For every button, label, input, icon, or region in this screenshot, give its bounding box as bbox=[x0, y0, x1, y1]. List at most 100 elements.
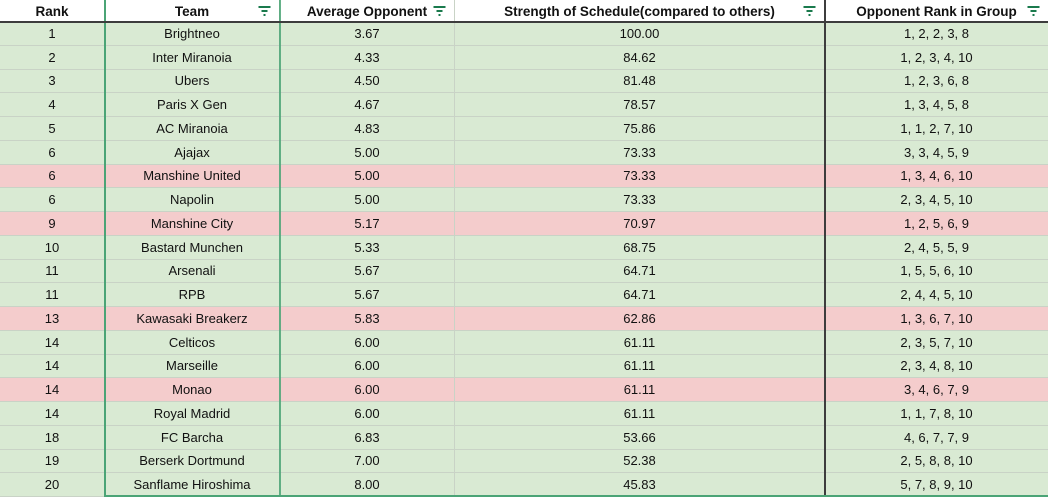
filter-icon[interactable] bbox=[257, 5, 272, 17]
cell-rank[interactable]: 4 bbox=[0, 93, 105, 117]
cell-sos[interactable]: 73.33 bbox=[455, 164, 825, 189]
cell-avg-opponent[interactable]: 4.50 bbox=[280, 69, 455, 94]
cell-opp-ranks[interactable]: 1, 3, 4, 5, 8 bbox=[825, 93, 1048, 117]
cell-avg-opponent[interactable]: 6.83 bbox=[280, 425, 455, 450]
cell-team[interactable]: Arsenali bbox=[105, 259, 280, 284]
cell-team[interactable]: Ajajax bbox=[105, 140, 280, 165]
cell-rank[interactable]: 6 bbox=[0, 188, 105, 212]
cell-sos[interactable]: 75.86 bbox=[455, 117, 825, 141]
cell-avg-opponent[interactable]: 5.00 bbox=[280, 188, 455, 212]
cell-rank[interactable]: 18 bbox=[0, 425, 105, 450]
cell-sos[interactable]: 100.00 bbox=[455, 22, 825, 46]
cell-sos[interactable]: 45.83 bbox=[455, 473, 825, 497]
cell-avg-opponent[interactable]: 4.83 bbox=[280, 117, 455, 141]
cell-opp-ranks[interactable]: 2, 3, 5, 7, 10 bbox=[825, 330, 1048, 355]
cell-sos[interactable]: 62.86 bbox=[455, 307, 825, 331]
filter-icon[interactable] bbox=[432, 5, 447, 17]
cell-team[interactable]: Celticos bbox=[105, 330, 280, 355]
cell-sos[interactable]: 81.48 bbox=[455, 69, 825, 94]
cell-avg-opponent[interactable]: 5.67 bbox=[280, 259, 455, 284]
filter-icon[interactable] bbox=[802, 5, 817, 17]
cell-rank[interactable]: 9 bbox=[0, 212, 105, 236]
cell-rank[interactable]: 11 bbox=[0, 283, 105, 307]
cell-opp-ranks[interactable]: 2, 3, 4, 8, 10 bbox=[825, 354, 1048, 379]
cell-sos[interactable]: 68.75 bbox=[455, 235, 825, 260]
cell-avg-opponent[interactable]: 7.00 bbox=[280, 449, 455, 474]
cell-rank[interactable]: 20 bbox=[0, 473, 105, 497]
cell-sos[interactable]: 84.62 bbox=[455, 45, 825, 70]
cell-rank[interactable]: 19 bbox=[0, 449, 105, 474]
cell-opp-ranks[interactable]: 2, 3, 4, 5, 10 bbox=[825, 188, 1048, 212]
cell-opp-ranks[interactable]: 1, 2, 3, 6, 8 bbox=[825, 69, 1048, 94]
cell-team[interactable]: Royal Madrid bbox=[105, 402, 280, 426]
header-cell-rank[interactable]: Rank bbox=[0, 0, 105, 22]
cell-opp-ranks[interactable]: 5, 7, 8, 9, 10 bbox=[825, 473, 1048, 497]
cell-opp-ranks[interactable]: 1, 2, 3, 4, 10 bbox=[825, 45, 1048, 70]
cell-opp-ranks[interactable]: 1, 2, 5, 6, 9 bbox=[825, 212, 1048, 236]
cell-avg-opponent[interactable]: 4.67 bbox=[280, 93, 455, 117]
cell-rank[interactable]: 6 bbox=[0, 164, 105, 189]
cell-team[interactable]: Marseille bbox=[105, 354, 280, 379]
cell-rank[interactable]: 14 bbox=[0, 354, 105, 379]
cell-opp-ranks[interactable]: 3, 4, 6, 7, 9 bbox=[825, 378, 1048, 402]
cell-avg-opponent[interactable]: 6.00 bbox=[280, 378, 455, 402]
cell-team[interactable]: Kawasaki Breakerz bbox=[105, 307, 280, 331]
cell-team[interactable]: AC Miranoia bbox=[105, 117, 280, 141]
cell-team[interactable]: Monao bbox=[105, 378, 280, 402]
cell-rank[interactable]: 11 bbox=[0, 259, 105, 284]
cell-avg-opponent[interactable]: 5.00 bbox=[280, 164, 455, 189]
cell-rank[interactable]: 14 bbox=[0, 330, 105, 355]
cell-team[interactable]: Inter Miranoia bbox=[105, 45, 280, 70]
cell-sos[interactable]: 73.33 bbox=[455, 140, 825, 165]
cell-opp-ranks[interactable]: 3, 3, 4, 5, 9 bbox=[825, 140, 1048, 165]
cell-avg-opponent[interactable]: 5.67 bbox=[280, 283, 455, 307]
cell-team[interactable]: Brightneo bbox=[105, 22, 280, 46]
cell-rank[interactable]: 10 bbox=[0, 235, 105, 260]
cell-opp-ranks[interactable]: 4, 6, 7, 7, 9 bbox=[825, 425, 1048, 450]
header-cell-team[interactable]: Team bbox=[105, 0, 280, 22]
cell-team[interactable]: Paris X Gen bbox=[105, 93, 280, 117]
cell-team[interactable]: Ubers bbox=[105, 69, 280, 94]
cell-opp-ranks[interactable]: 1, 3, 6, 7, 10 bbox=[825, 307, 1048, 331]
cell-team[interactable]: FC Barcha bbox=[105, 425, 280, 450]
cell-opp-ranks[interactable]: 1, 5, 5, 6, 10 bbox=[825, 259, 1048, 284]
header-cell-opp-ranks[interactable]: Opponent Rank in Group bbox=[825, 0, 1048, 22]
cell-sos[interactable]: 61.11 bbox=[455, 354, 825, 379]
cell-rank[interactable]: 14 bbox=[0, 402, 105, 426]
cell-opp-ranks[interactable]: 2, 4, 4, 5, 10 bbox=[825, 283, 1048, 307]
cell-avg-opponent[interactable]: 5.17 bbox=[280, 212, 455, 236]
cell-rank[interactable]: 2 bbox=[0, 45, 105, 70]
cell-rank[interactable]: 6 bbox=[0, 140, 105, 165]
cell-avg-opponent[interactable]: 8.00 bbox=[280, 473, 455, 497]
cell-opp-ranks[interactable]: 2, 4, 5, 5, 9 bbox=[825, 235, 1048, 260]
cell-sos[interactable]: 61.11 bbox=[455, 330, 825, 355]
cell-sos[interactable]: 52.38 bbox=[455, 449, 825, 474]
cell-avg-opponent[interactable]: 6.00 bbox=[280, 354, 455, 379]
cell-avg-opponent[interactable]: 3.67 bbox=[280, 22, 455, 46]
cell-team[interactable]: Manshine United bbox=[105, 164, 280, 189]
cell-avg-opponent[interactable]: 5.83 bbox=[280, 307, 455, 331]
cell-team[interactable]: Manshine City bbox=[105, 212, 280, 236]
cell-opp-ranks[interactable]: 1, 3, 4, 6, 10 bbox=[825, 164, 1048, 189]
cell-sos[interactable]: 64.71 bbox=[455, 259, 825, 284]
cell-team[interactable]: Sanflame Hiroshima bbox=[105, 473, 280, 497]
cell-team[interactable]: Berserk Dortmund bbox=[105, 449, 280, 474]
cell-opp-ranks[interactable]: 1, 1, 2, 7, 10 bbox=[825, 117, 1048, 141]
cell-avg-opponent[interactable]: 6.00 bbox=[280, 330, 455, 355]
header-cell-avg-opponent[interactable]: Average Opponent bbox=[280, 0, 455, 22]
cell-sos[interactable]: 73.33 bbox=[455, 188, 825, 212]
cell-rank[interactable]: 1 bbox=[0, 22, 105, 46]
cell-rank[interactable]: 3 bbox=[0, 69, 105, 94]
cell-sos[interactable]: 53.66 bbox=[455, 425, 825, 450]
header-cell-sos[interactable]: Strength of Schedule(compared to others) bbox=[455, 0, 825, 22]
cell-team[interactable]: Bastard Munchen bbox=[105, 235, 280, 260]
cell-sos[interactable]: 64.71 bbox=[455, 283, 825, 307]
cell-sos[interactable]: 61.11 bbox=[455, 402, 825, 426]
cell-opp-ranks[interactable]: 1, 1, 7, 8, 10 bbox=[825, 402, 1048, 426]
cell-sos[interactable]: 70.97 bbox=[455, 212, 825, 236]
cell-sos[interactable]: 78.57 bbox=[455, 93, 825, 117]
cell-rank[interactable]: 5 bbox=[0, 117, 105, 141]
cell-team[interactable]: RPB bbox=[105, 283, 280, 307]
cell-rank[interactable]: 13 bbox=[0, 307, 105, 331]
cell-avg-opponent[interactable]: 5.00 bbox=[280, 140, 455, 165]
